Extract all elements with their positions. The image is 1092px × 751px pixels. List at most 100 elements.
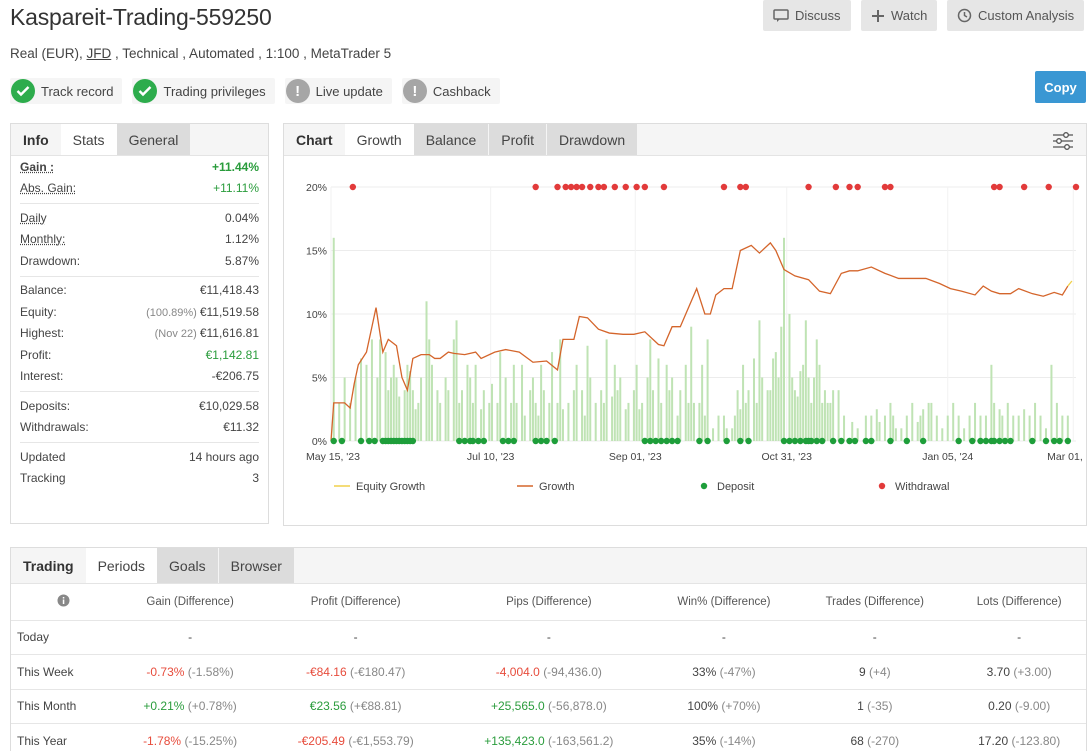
table-row: Today - - - - - - xyxy=(11,620,1086,655)
subtitle-prefix: Real (EUR), xyxy=(10,46,87,61)
info-icon[interactable] xyxy=(11,584,116,620)
volume-bar xyxy=(398,397,400,441)
cell-difference: (-14%) xyxy=(720,734,756,748)
cell-value: -€205.49 xyxy=(298,734,345,748)
tab-drawdown[interactable]: Drawdown xyxy=(547,124,637,155)
tab-chart[interactable]: Chart xyxy=(284,124,345,155)
badge-trading-privileges[interactable]: Trading privileges xyxy=(132,78,274,104)
volume-bar xyxy=(379,339,381,441)
withdrawal-point xyxy=(633,184,639,190)
stat-row: Gain : +11.44% xyxy=(20,156,259,178)
deposit-point xyxy=(808,438,814,444)
volume-bar xyxy=(1034,403,1036,441)
cell-value: - xyxy=(188,630,192,644)
volume-bar xyxy=(617,390,619,441)
volume-bar xyxy=(600,390,602,441)
column-header[interactable]: Trades (Difference) xyxy=(797,584,952,620)
badge-track-record[interactable]: Track record xyxy=(10,78,122,104)
custom-analysis-button[interactable]: Custom Analysis xyxy=(947,0,1084,31)
volume-bar xyxy=(436,390,438,441)
volume-bar xyxy=(516,403,518,441)
withdrawal-point xyxy=(1021,184,1027,190)
status-badges: Track record Trading privileges ! Live u… xyxy=(10,78,500,104)
info-tabs: Info Stats General xyxy=(11,124,268,156)
divider xyxy=(20,391,259,392)
copy-button[interactable]: Copy xyxy=(1035,71,1086,103)
tab-info[interactable]: Info xyxy=(11,124,61,155)
volume-bar xyxy=(958,416,960,441)
growth-chart[interactable]: 0% 5% 10% 15% 20% May 15, '23 Jul 10, '23 Sep 0… xyxy=(284,157,1086,525)
table-cell: - xyxy=(797,620,952,655)
withdrawal-point xyxy=(887,184,893,190)
stat-value: +11.11% xyxy=(213,181,259,195)
tab-growth[interactable]: Growth xyxy=(345,124,414,155)
tab-balance[interactable]: Balance xyxy=(414,124,489,155)
volume-bar xyxy=(557,403,559,441)
volume-bar xyxy=(889,403,891,441)
volume-bar xyxy=(685,365,687,441)
volume-bar xyxy=(513,365,515,441)
divider xyxy=(20,203,259,204)
deposit-point xyxy=(532,438,538,444)
stat-label: Gain : xyxy=(20,160,54,174)
tab-browser[interactable]: Browser xyxy=(219,548,294,583)
tab-general[interactable]: General xyxy=(117,124,191,155)
trading-panel: Trading Periods Goals Browser Gain (Diff… xyxy=(10,547,1087,751)
stat-value: 0.04% xyxy=(225,211,259,225)
volume-bar xyxy=(810,403,812,441)
tab-periods[interactable]: Periods xyxy=(86,548,157,583)
tab-profit[interactable]: Profit xyxy=(489,124,546,155)
badge-cashback[interactable]: ! Cashback xyxy=(402,78,500,104)
volume-bar xyxy=(884,416,886,441)
volume-bar xyxy=(821,403,823,441)
volume-bar xyxy=(540,365,542,441)
broker-link[interactable]: JFD xyxy=(87,46,112,61)
volume-bar xyxy=(788,314,790,441)
deposit-point xyxy=(977,438,983,444)
cell-value: - xyxy=(1017,630,1021,644)
volume-bar xyxy=(974,403,976,441)
sliders-icon[interactable] xyxy=(1052,132,1074,153)
cell-difference: (+0.78%) xyxy=(188,699,237,713)
stat-label: Deposits: xyxy=(20,399,70,413)
volume-bar xyxy=(930,403,932,441)
x-tick-label: Sep 01, '23 xyxy=(609,451,662,463)
tab-stats[interactable]: Stats xyxy=(61,124,117,155)
column-header[interactable]: Gain (Difference) xyxy=(116,584,264,620)
deposit-point xyxy=(505,438,511,444)
stat-value-text: 0.04% xyxy=(225,211,259,225)
badge-live-update[interactable]: ! Live update xyxy=(285,78,392,104)
tab-trading[interactable]: Trading xyxy=(11,548,86,583)
deposit-point xyxy=(339,438,345,444)
column-header[interactable]: Pips (Difference) xyxy=(447,584,650,620)
chart-panel: Chart Growth Balance Profit Drawdown 0% 5… xyxy=(283,123,1087,526)
column-header[interactable]: Profit (Difference) xyxy=(264,584,447,620)
table-cell: -4,004.0 (-94,436.0) xyxy=(447,655,650,690)
deposit-point xyxy=(1056,438,1062,444)
volume-bar xyxy=(1018,416,1020,441)
volume-bar xyxy=(892,416,894,441)
table-cell: 33% (-47%) xyxy=(651,655,798,690)
tab-goals[interactable]: Goals xyxy=(157,548,218,583)
withdrawal-point xyxy=(805,184,811,190)
discuss-button[interactable]: Discuss xyxy=(763,0,851,31)
volume-bar xyxy=(758,320,760,441)
volume-bar xyxy=(532,378,534,442)
withdrawal-point xyxy=(601,184,607,190)
stat-label: Tracking xyxy=(20,471,66,485)
volume-bar xyxy=(824,390,826,441)
table-cell: -€84.16 (-€180.47) xyxy=(264,655,447,690)
volume-bar xyxy=(1007,403,1009,441)
volume-bar xyxy=(1061,416,1063,441)
cell-value: -€84.16 xyxy=(306,665,347,679)
volume-bar xyxy=(753,358,755,441)
stat-value: (Nov 22) €11,616.81 xyxy=(155,326,259,340)
watch-button[interactable]: Watch xyxy=(861,0,937,31)
column-header[interactable]: Lots (Difference) xyxy=(952,584,1086,620)
volume-bar xyxy=(652,390,654,441)
volume-bar xyxy=(619,378,621,442)
column-header[interactable]: Win% (Difference) xyxy=(651,584,798,620)
deposit-point xyxy=(552,438,558,444)
stat-value: €11.32 xyxy=(223,420,259,434)
volume-bar xyxy=(445,378,447,442)
